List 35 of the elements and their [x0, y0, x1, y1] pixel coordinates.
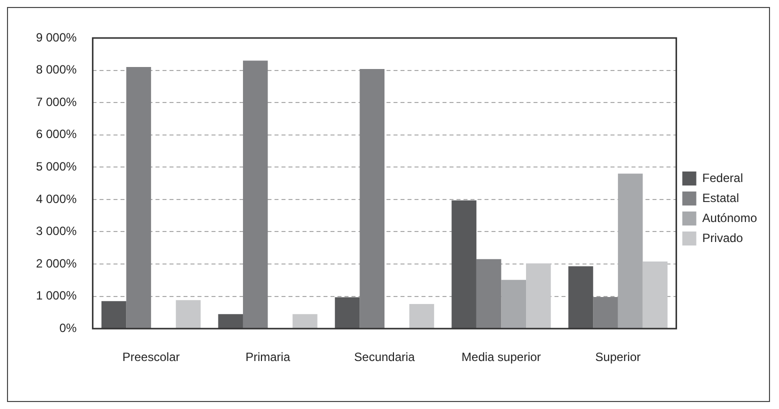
y-tick-label: 6 000% [36, 127, 78, 142]
x-tick-label: Secundaria [354, 350, 416, 364]
bar [452, 200, 476, 328]
bar [568, 266, 594, 328]
bar [409, 304, 434, 328]
bar [642, 261, 668, 328]
x-tick-label: Primaria [245, 350, 290, 364]
y-tick-label: 0% [59, 320, 78, 335]
bar [126, 67, 152, 328]
bar [360, 69, 384, 328]
bar [176, 300, 201, 328]
bar [501, 280, 526, 328]
y-tick-label: 1 000% [36, 288, 78, 303]
y-tick-label: 4 000% [36, 192, 78, 206]
x-tick-label: Preescolar [122, 350, 180, 364]
bar [334, 297, 360, 328]
bar [526, 263, 551, 328]
bar [101, 301, 126, 328]
legend-label: Privado [702, 230, 744, 245]
bar [593, 296, 618, 328]
y-tick-label: 2 000% [36, 256, 78, 270]
legend-label: Autónomo [702, 210, 758, 225]
y-tick-label: 8 000% [36, 62, 78, 77]
bar [292, 314, 318, 328]
legend-label: Federal [702, 170, 743, 185]
y-tick-label: 5 000% [36, 159, 78, 174]
x-tick-label: Superior [595, 350, 641, 364]
y-tick-label: 9 000% [36, 30, 78, 44]
bar [242, 60, 268, 328]
y-tick-label: 3 000% [36, 224, 78, 238]
y-tick-label: 7 000% [36, 94, 78, 109]
legend-label: Estatal [702, 190, 739, 205]
bar [218, 314, 243, 328]
bar [476, 259, 502, 328]
x-tick-label: Media superior [462, 350, 541, 364]
